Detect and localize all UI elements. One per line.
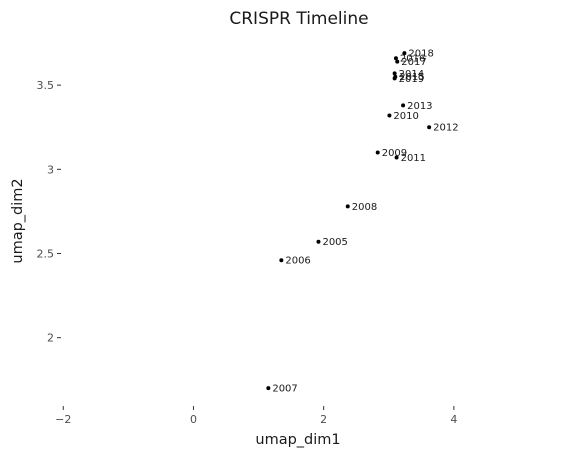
x-tick-label: 2 — [320, 413, 327, 426]
data-point — [393, 56, 398, 61]
point-label: 2010 — [393, 111, 418, 122]
point-label: 2014 — [399, 69, 424, 80]
point-label: 2017 — [401, 57, 426, 68]
x-tick-label: 4 — [450, 413, 457, 426]
y-tick-label: 3 — [47, 163, 54, 176]
data-point — [375, 150, 380, 155]
data-point — [345, 204, 350, 209]
y-axis: 2 2.5 3 3.5 — [37, 79, 61, 345]
x-axis: −2 0 2 4 — [55, 406, 457, 426]
data-point — [395, 59, 400, 64]
y-axis-title: umap_dim2 — [10, 178, 26, 263]
point-label: 2012 — [433, 123, 458, 134]
data-point — [401, 103, 406, 108]
point-label: 2005 — [322, 237, 347, 248]
data-point — [266, 386, 271, 391]
point-label: 2008 — [352, 202, 377, 213]
y-tick-label: 3.5 — [37, 79, 55, 92]
data-point — [387, 113, 392, 118]
point-label: 2013 — [407, 101, 432, 112]
data-point — [392, 71, 397, 76]
data-point — [427, 125, 432, 130]
chart-title: CRISPR Timeline — [229, 9, 368, 29]
point-label: 2006 — [285, 256, 310, 267]
y-tick-label: 2 — [47, 332, 54, 345]
x-tick-label: −2 — [55, 413, 71, 426]
point-label: 2007 — [272, 384, 297, 395]
data-point — [392, 76, 397, 81]
point-label: 2016 — [400, 54, 425, 65]
point-label: 2018 — [408, 49, 433, 60]
x-axis-title: umap_dim1 — [255, 432, 340, 448]
data-point — [394, 155, 399, 160]
data-points — [266, 51, 432, 391]
data-point — [279, 258, 284, 263]
point-label: 2009 — [382, 148, 407, 159]
data-point — [402, 51, 407, 56]
data-point — [316, 239, 321, 244]
point-label: 2011 — [401, 153, 426, 164]
y-tick-label: 2.5 — [37, 247, 55, 260]
point-label: 2019 — [399, 74, 424, 85]
x-tick-label: 0 — [190, 413, 197, 426]
point-label: 2015 — [399, 72, 424, 83]
